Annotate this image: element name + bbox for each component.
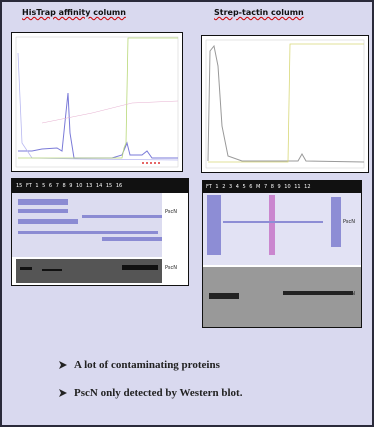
gel-graphic <box>203 181 361 327</box>
gel-image: 15 FT 1 5 6 7 8 9 10 13 14 15 16 PscN Ps… <box>11 178 189 286</box>
bullet-text: A lot of contaminating proteins <box>74 359 220 371</box>
gel-graphic <box>12 179 188 283</box>
band-label: PscN <box>343 291 356 297</box>
band-label: PscN <box>343 219 356 225</box>
bullet-text: PscN only detected by Western blot. <box>74 387 243 399</box>
gel-image: FT 1 2 3 4 5 6 M 7 8 9 10 11 12 PscN Psc… <box>202 180 362 328</box>
chromatogram-plot <box>15 36 179 168</box>
chromatogram <box>201 35 369 173</box>
chromatogram-plot <box>205 39 365 169</box>
bullet-item: PscN only detected by Western blot. <box>58 387 242 399</box>
bullet-marker <box>59 389 67 397</box>
lane-labels: 15 FT 1 5 6 7 8 9 10 13 14 15 16 <box>16 183 123 189</box>
bullet-item: A lot of contaminating proteins <box>58 359 220 371</box>
chromatogram <box>11 32 183 172</box>
lane-labels: FT 1 2 3 4 5 6 M 7 8 9 10 11 12 <box>206 184 311 190</box>
band-label: PscN <box>165 265 178 271</box>
band-label: PscN <box>165 209 178 215</box>
bullet-marker <box>59 361 67 369</box>
column-header: Strep-tactin column <box>214 8 304 17</box>
column-header: HisTrap affinity column <box>22 8 126 17</box>
